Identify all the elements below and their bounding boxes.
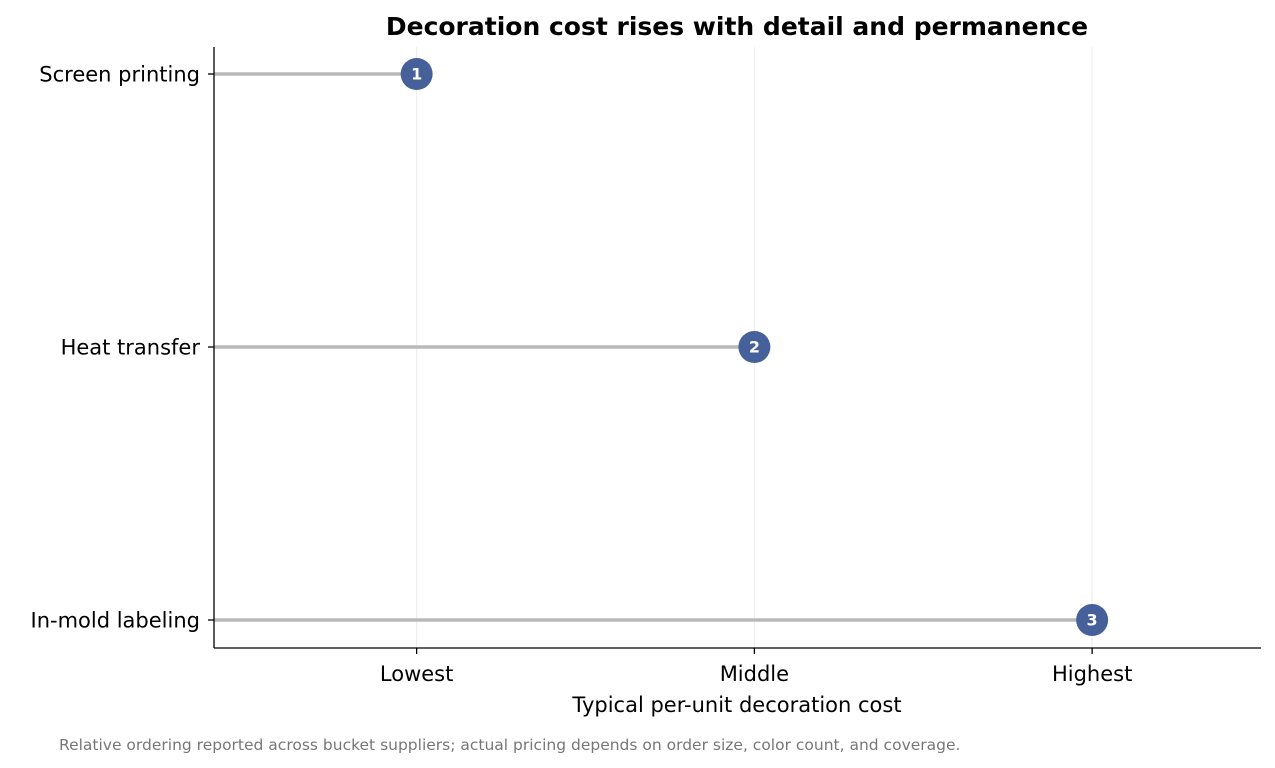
x-tick-label: Highest [1052, 662, 1132, 686]
data-point-label: 1 [411, 65, 422, 84]
data-point-marker [738, 331, 771, 363]
x-tick-label: Middle [720, 662, 789, 686]
markers: 1 2 3 [400, 58, 1109, 636]
data-point-label: 3 [1087, 611, 1098, 630]
data-point-marker [400, 58, 433, 90]
data-point-marker [1076, 604, 1109, 636]
stems [214, 72, 1093, 622]
chart-title: Decoration cost rises with detail and pe… [386, 12, 1088, 41]
y-tick-label: Screen printing [39, 63, 200, 87]
footnote: Relative ordering reported across bucket… [59, 736, 960, 754]
x-tick-label: Lowest [380, 662, 453, 686]
data-point-label: 2 [749, 338, 760, 357]
x-ticks: Lowest Middle Highest [380, 648, 1132, 686]
y-tick-label: Heat transfer [61, 336, 201, 360]
x-axis-label: Typical per-unit decoration cost [571, 693, 901, 717]
y-tick-label: In-mold labeling [31, 609, 201, 633]
y-ticks: Screen printing Heat transfer In-mold labe… [31, 63, 214, 633]
